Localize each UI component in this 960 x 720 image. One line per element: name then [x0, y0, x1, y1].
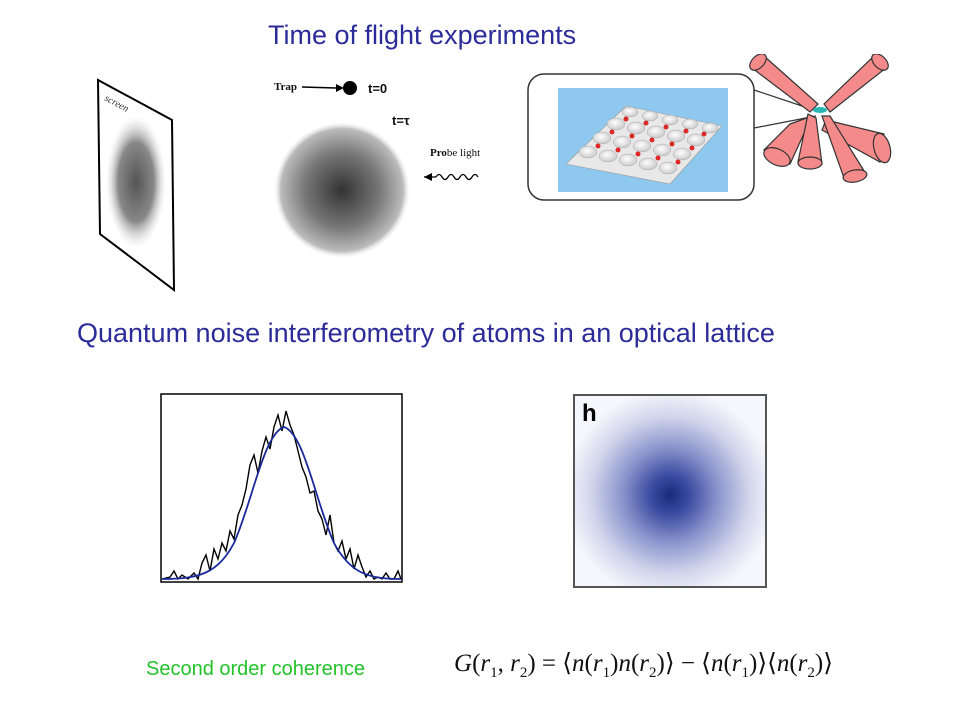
expanded-cloud [274, 122, 410, 258]
probe-wave [435, 173, 479, 181]
optical-lattice-figure [527, 54, 892, 201]
title-time-of-flight: Time of flight experiments [268, 20, 577, 50]
correlation-image [573, 394, 767, 588]
panel-label: h [582, 400, 597, 427]
trap-label: Trap [274, 81, 297, 93]
second-order-coherence-label: Second order coherence [146, 658, 366, 680]
trapped-atom-dot [343, 81, 357, 95]
t0-label: t=0 [368, 81, 387, 96]
correlation-formula: G(r1, r2) = ⟨n(r1)n(r2)⟩ − ⟨n(r1)⟩⟨n(r2)… [454, 650, 833, 681]
noisy-profile-curve [161, 410, 402, 581]
correlation-image-panel-h: h [573, 394, 767, 588]
density-profile-plot [160, 393, 403, 583]
plot-frame [160, 393, 403, 583]
screen-figure: screen [96, 78, 176, 292]
ttau-label: t=τ [392, 113, 410, 128]
lattice-surface [565, 105, 723, 185]
atom-cloud-center [813, 107, 827, 113]
title-quantum-noise: Quantum noise interferometry of atoms in… [77, 318, 775, 348]
laser-beams [749, 54, 892, 183]
screen-cloud [106, 116, 166, 248]
probe-light-label: Probe light [430, 147, 480, 159]
gaussian-fit-curve [161, 426, 402, 580]
expansion-figure: Trap t=0 t=τ Probe light [274, 81, 480, 258]
